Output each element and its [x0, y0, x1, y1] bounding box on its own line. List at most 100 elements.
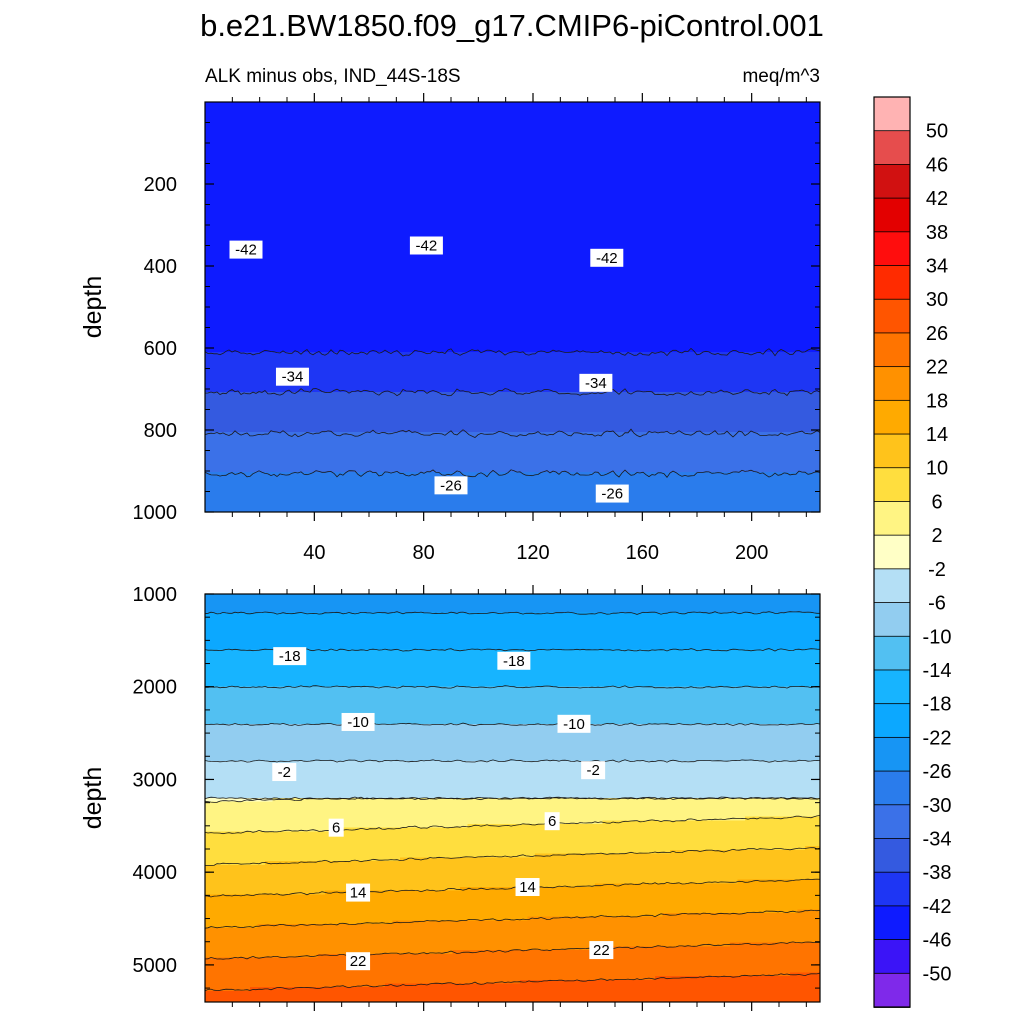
colorbar-swatch	[873, 231, 911, 267]
contour-label: -42	[409, 236, 443, 255]
contour-label: 6	[328, 818, 344, 837]
colorbar-label: 2	[931, 525, 942, 547]
contour-label: 6	[544, 812, 560, 831]
y-axis-label: depth	[79, 767, 107, 830]
colorbar-label: -30	[923, 795, 952, 817]
colorbar-label: 6	[931, 491, 942, 513]
colorbar-swatch	[873, 197, 911, 233]
colorbar-swatch	[873, 130, 911, 166]
contour-line	[205, 685, 821, 689]
colorbar-label: 22	[926, 357, 948, 379]
contour-label: -18	[273, 647, 307, 666]
contour-lines	[204, 611, 821, 992]
colorbar-label: -22	[923, 727, 952, 749]
contour-line	[204, 759, 821, 763]
contour-line	[204, 648, 821, 652]
colorbar-swatch	[873, 602, 911, 638]
y-tick-label: 200	[144, 174, 177, 196]
colorbar-swatch	[873, 770, 911, 806]
colorbar-label: -38	[923, 862, 952, 884]
colorbar-label: 42	[926, 188, 948, 210]
contour-label: -10	[557, 714, 591, 733]
colorbar-label: -50	[923, 963, 952, 985]
y-tick-label: 600	[144, 338, 177, 360]
subtitle-right: meq/m^3	[742, 66, 820, 87]
colorbar-swatch	[873, 501, 911, 537]
colorbar-label: 14	[926, 424, 948, 446]
contour-label: -2	[272, 763, 297, 782]
colorbar-swatch	[873, 96, 911, 132]
colorbar-swatch	[873, 568, 911, 604]
colorbar-label: -14	[923, 660, 952, 682]
colorbar-label: 50	[926, 121, 948, 143]
colorbar-swatch	[873, 399, 911, 435]
y-tick-label: 1000	[133, 584, 178, 606]
y-tick-label: 2000	[133, 677, 178, 699]
colorbar-swatch	[873, 164, 911, 200]
colorbar-label: 38	[926, 222, 948, 244]
contour-label: 14	[515, 878, 540, 897]
contour-label: -18	[497, 651, 531, 670]
colorbar-swatch	[873, 905, 911, 941]
contour-line	[204, 847, 821, 867]
x-tick-label: 40	[303, 542, 325, 564]
contour-line	[204, 469, 821, 478]
colorbar-label: -6	[928, 593, 946, 615]
colorbar-label: 10	[926, 458, 948, 480]
colorbar-swatch	[873, 972, 911, 1008]
colorbar-swatch	[873, 838, 911, 874]
y-tick-label: 800	[144, 420, 177, 442]
contour-label: 14	[346, 883, 371, 902]
y-tick-label: 4000	[133, 862, 178, 884]
contour-label: -2	[581, 761, 606, 780]
colorbar-label: -18	[923, 694, 952, 716]
contour-line	[204, 815, 821, 835]
x-tick-label: 120	[516, 542, 549, 564]
colorbar-label: -46	[923, 930, 952, 952]
x-tick-label: 160	[626, 542, 659, 564]
y-tick-label: 3000	[133, 769, 178, 791]
colorbar-swatch	[873, 871, 911, 907]
contour-line	[204, 878, 821, 898]
colorbar-swatch	[873, 467, 911, 503]
plot-frame	[204, 593, 821, 1003]
contour-line	[204, 722, 821, 727]
colorbar: 50 46 42 38 34 30 26 22 18 14 10 6 2 -2 -6 -10 -14 -18 -22…	[873, 96, 952, 1008]
contour-line	[204, 388, 821, 397]
colorbar-swatch	[873, 534, 911, 570]
colorbar-swatch	[873, 265, 911, 301]
y-tick-label: 5000	[133, 955, 178, 977]
colorbar-swatch	[873, 804, 911, 840]
colorbar-swatch	[873, 635, 911, 671]
colorbar-swatch	[873, 939, 911, 975]
colorbar-swatch	[873, 298, 911, 334]
contour-lines	[204, 347, 821, 478]
contour-line	[204, 941, 820, 960]
x-tick-label: 200	[735, 542, 768, 564]
contour-line	[204, 796, 821, 803]
upper-contour-panel: 200 400 600 800 1000 depth -42 -42 -42 -34 -34 -26 -…	[79, 93, 821, 564]
subtitle-left: ALK minus obs, IND_44S-18S	[205, 66, 461, 87]
y-tick-label: 1000	[133, 502, 178, 524]
contour-label: -26	[595, 484, 629, 503]
contour-fill	[205, 102, 821, 513]
contour-line	[204, 972, 821, 992]
colorbar-label: 18	[926, 390, 948, 412]
lower-contour-panel: 1000 2000 3000 4000 5000 depth -18 -18 -10 -10 -2 -…	[79, 584, 821, 1011]
colorbar-label: -42	[923, 896, 952, 918]
colorbar-label: -10	[923, 626, 952, 648]
contour-label: 22	[346, 952, 371, 971]
x-tick-label: 80	[413, 542, 435, 564]
colorbar-swatch	[873, 669, 911, 705]
colorbar-label: 34	[926, 256, 948, 278]
colorbar-label: -2	[928, 559, 946, 581]
y-axis-label: depth	[79, 276, 107, 339]
colorbar-label: 26	[926, 323, 948, 345]
contour-label: -34	[579, 373, 613, 392]
colorbar-swatch	[873, 433, 911, 469]
contour-line	[204, 347, 821, 357]
contour-label: 22	[589, 941, 614, 960]
y-tick-label: 400	[144, 256, 177, 278]
colorbar-swatch	[873, 703, 911, 739]
